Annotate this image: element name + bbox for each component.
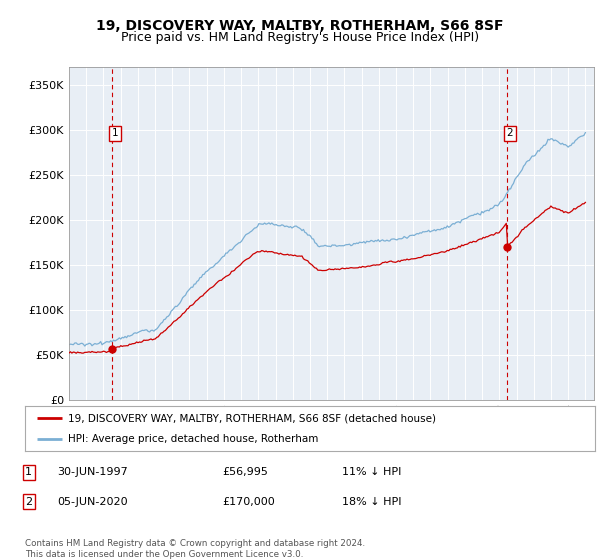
Text: 11% ↓ HPI: 11% ↓ HPI bbox=[342, 467, 401, 477]
Text: Price paid vs. HM Land Registry's House Price Index (HPI): Price paid vs. HM Land Registry's House … bbox=[121, 31, 479, 44]
Text: 19, DISCOVERY WAY, MALTBY, ROTHERHAM, S66 8SF: 19, DISCOVERY WAY, MALTBY, ROTHERHAM, S6… bbox=[96, 19, 504, 33]
Text: 30-JUN-1997: 30-JUN-1997 bbox=[57, 467, 128, 477]
Text: £56,995: £56,995 bbox=[222, 467, 268, 477]
Text: 2: 2 bbox=[25, 497, 32, 507]
Text: £170,000: £170,000 bbox=[222, 497, 275, 507]
Text: 2: 2 bbox=[507, 128, 514, 138]
Text: 1: 1 bbox=[25, 467, 32, 477]
Text: Contains HM Land Registry data © Crown copyright and database right 2024.
This d: Contains HM Land Registry data © Crown c… bbox=[25, 539, 365, 559]
Text: 1: 1 bbox=[112, 128, 119, 138]
Text: 05-JUN-2020: 05-JUN-2020 bbox=[57, 497, 128, 507]
Text: 18% ↓ HPI: 18% ↓ HPI bbox=[342, 497, 401, 507]
Text: HPI: Average price, detached house, Rotherham: HPI: Average price, detached house, Roth… bbox=[68, 433, 319, 444]
Text: 19, DISCOVERY WAY, MALTBY, ROTHERHAM, S66 8SF (detached house): 19, DISCOVERY WAY, MALTBY, ROTHERHAM, S6… bbox=[68, 413, 436, 423]
